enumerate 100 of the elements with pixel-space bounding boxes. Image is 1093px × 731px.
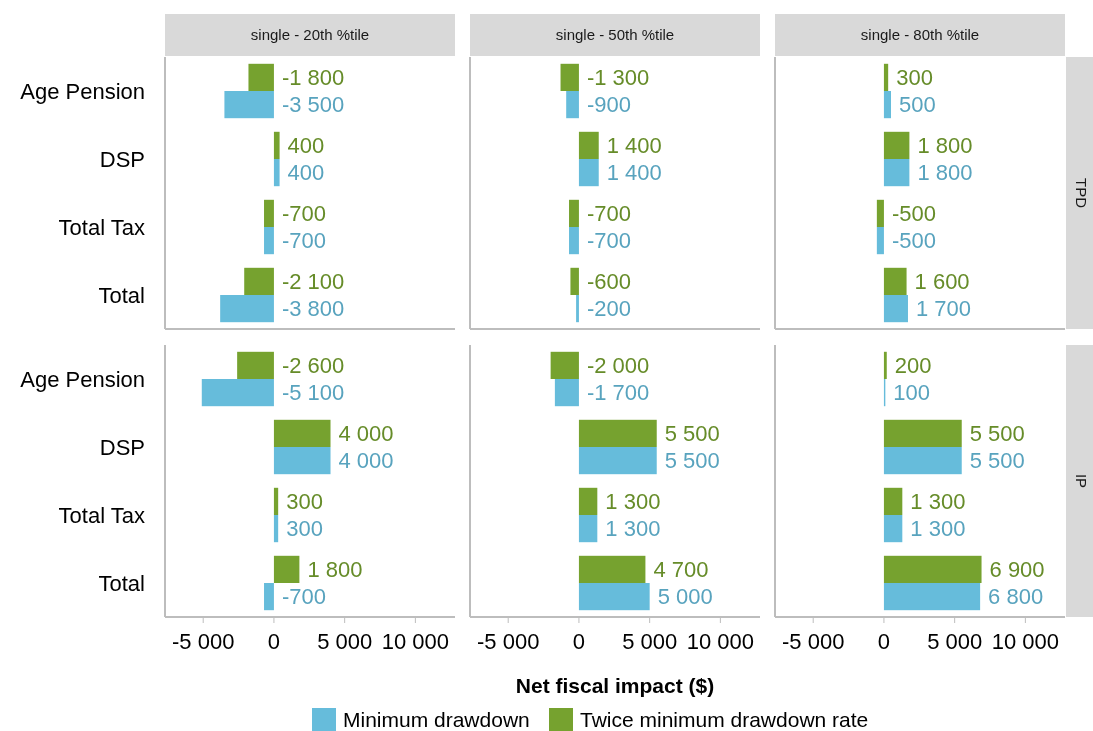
data-label: 5 500: [664, 421, 720, 447]
y-tick-label: Total Tax: [58, 214, 145, 240]
data-label: 300: [896, 65, 933, 91]
data-label: 1 800: [917, 160, 973, 186]
data-label: 1 800: [917, 133, 973, 159]
data-label: 400: [287, 133, 325, 159]
bar: [876, 227, 884, 255]
bar: [876, 199, 884, 227]
bar: [578, 447, 657, 475]
data-label: -2 600: [281, 353, 345, 379]
data-label: 5 500: [969, 421, 1025, 447]
bar: [883, 159, 910, 187]
data-label: 400: [287, 160, 325, 186]
data-label: -1 300: [586, 65, 650, 91]
data-label: -700: [281, 228, 326, 254]
data-label: -2 000: [586, 353, 650, 379]
data-label: -3 500: [281, 92, 345, 118]
data-label: -700: [586, 228, 631, 254]
data-label: 100: [893, 380, 931, 406]
data-label: 5 500: [969, 448, 1025, 474]
data-label: 300: [286, 516, 323, 542]
y-tick-label: Total Tax: [58, 502, 145, 528]
data-label: -3 800: [281, 296, 345, 322]
bar: [883, 63, 889, 91]
y-tick-label: Age Pension: [20, 366, 145, 392]
x-tick-label: 5 000: [622, 629, 678, 654]
data-label: -1 700: [586, 380, 650, 406]
bar: [550, 351, 579, 379]
data-label: -500: [891, 201, 936, 227]
x-tick-label: 0: [877, 629, 891, 654]
bar: [578, 515, 598, 543]
data-label: 1 800: [307, 557, 363, 583]
bar: [883, 555, 982, 583]
bar: [273, 555, 300, 583]
bar: [883, 295, 908, 323]
x-tick-label: -5 000: [477, 629, 540, 654]
bar: [883, 267, 907, 295]
bar: [883, 91, 891, 119]
bar: [273, 487, 279, 515]
bar: [883, 351, 887, 379]
data-label: -5 100: [281, 380, 345, 406]
data-label: -600: [586, 269, 631, 295]
data-label: -1 800: [281, 65, 345, 91]
data-label: -2 100: [281, 269, 345, 295]
data-label: 1 600: [914, 269, 970, 295]
x-tick-label: 10 000: [991, 629, 1060, 654]
bar: [883, 447, 962, 475]
x-tick-label: 10 000: [686, 629, 755, 654]
bar: [578, 555, 646, 583]
x-tick-label: 10 000: [381, 629, 450, 654]
data-label: 200: [894, 353, 932, 379]
chart-title: single - 20th %tile: [250, 26, 370, 44]
bar: [578, 487, 598, 515]
data-label: 4 700: [653, 557, 709, 583]
bar: [883, 419, 962, 447]
data-label: -700: [586, 201, 631, 227]
data-label: 1 700: [915, 296, 972, 322]
legend-label: Minimum drawdown: [343, 708, 530, 731]
bar: [883, 515, 903, 543]
data-label: 5 500: [664, 448, 720, 474]
data-label: -700: [281, 201, 326, 227]
data-label: 4 000: [338, 448, 394, 474]
chart-title: single - 80th %tile: [860, 26, 980, 44]
legend-label: Twice minimum drawdown rate: [580, 708, 869, 731]
data-label: 1 300: [605, 516, 661, 542]
x-tick-label: 5 000: [927, 629, 983, 654]
data-label: 500: [899, 92, 936, 118]
data-label: 300: [286, 489, 323, 515]
data-label: 1 400: [606, 133, 662, 159]
data-label: -700: [281, 584, 326, 610]
x-axis-title: Net fiscal impact ($): [515, 674, 715, 697]
y-tick-label: Total: [98, 282, 145, 308]
bar: [273, 515, 279, 543]
y2-axis-title: TPD: [1072, 178, 1090, 209]
data-label: 1 300: [910, 489, 966, 515]
bar: [264, 583, 274, 611]
x-tick-label: 0: [572, 629, 586, 654]
y-tick-label: Total: [98, 570, 145, 596]
data-label: 6 800: [988, 584, 1044, 610]
data-label: 1 400: [606, 160, 662, 186]
data-label: -200: [586, 296, 631, 322]
y-tick-label: Age Pension: [20, 78, 145, 104]
x-tick-label: -5 000: [172, 629, 235, 654]
data-label: 4 000: [338, 421, 394, 447]
data-label: 1 300: [605, 489, 661, 515]
x-tick-label: -5 000: [782, 629, 845, 654]
bar: [273, 447, 331, 475]
data-label: 6 900: [989, 557, 1045, 583]
y2-axis-title: IP: [1072, 473, 1090, 489]
x-tick-label: 5 000: [317, 629, 373, 654]
bar: [883, 583, 981, 611]
bar: [883, 131, 910, 159]
x-tick-label: 0: [267, 629, 281, 654]
bar: [237, 351, 274, 379]
data-label: 5 000: [657, 584, 713, 610]
bar: [883, 487, 903, 515]
bar: [554, 379, 579, 407]
bar: [273, 419, 331, 447]
data-label: -900: [586, 92, 631, 118]
data-label: 1 300: [910, 516, 966, 542]
